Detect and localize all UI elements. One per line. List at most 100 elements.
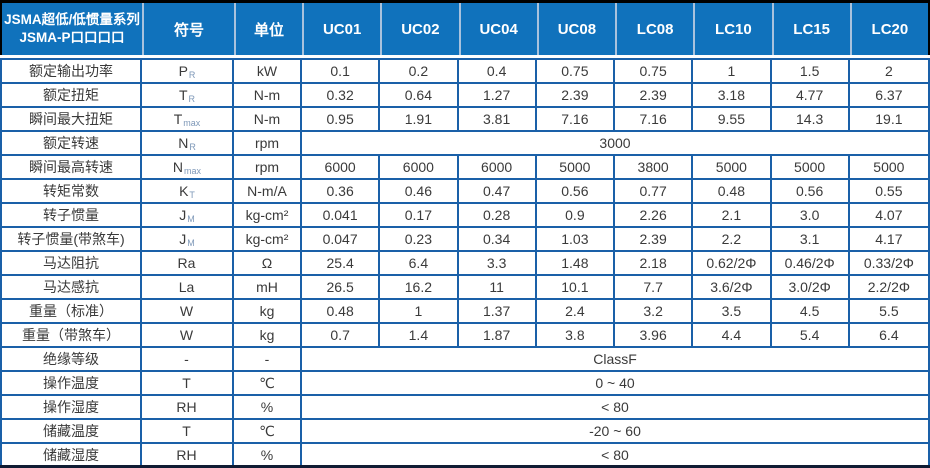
cell-value: 1 [380, 300, 459, 322]
column-header-model-uc01: UC01 [302, 3, 380, 55]
cell-value: 1.5 [772, 60, 850, 82]
row-unit: kg-cm² [234, 228, 302, 250]
cell-value: 3.8 [537, 324, 615, 346]
row-label: 储藏温度 [2, 420, 142, 442]
table-row: 重量（带煞车） W kg 0.7 1.4 1.87 3.8 3.96 4.4 5… [2, 324, 928, 348]
cell-value: 1 [693, 60, 772, 82]
row-label: 瞬间最大扭矩 [2, 108, 142, 130]
cell-value: 0.17 [380, 204, 459, 226]
cell-value: 3.5 [693, 300, 772, 322]
cell-value: 2.1 [693, 204, 772, 226]
row-symbol: - [142, 348, 234, 370]
row-label: 转子惯量 [2, 204, 142, 226]
table-row: 马达感抗 La mH 26.5 16.2 11 10.1 7.7 3.6/2Φ … [2, 276, 928, 300]
cell-value: 6.37 [875, 87, 903, 103]
cell-value-merged: 0 ~ 40 [595, 375, 635, 391]
cell-value: 6000 [380, 156, 459, 178]
row-label: 操作湿度 [2, 396, 142, 418]
cell-value: 7.16 [537, 108, 615, 130]
cell-value: 0.23 [380, 228, 459, 250]
column-header-model-uc02: UC02 [380, 3, 458, 55]
cell-value: 0.1 [302, 60, 381, 82]
column-header-model-lc10: LC10 [693, 3, 771, 55]
row-label: 储藏湿度 [2, 444, 142, 465]
cell-value: 3.81 [459, 108, 537, 130]
row-label: 操作温度 [2, 372, 142, 394]
row-unit: ℃ [234, 420, 302, 442]
row-label: 马达感抗 [2, 276, 142, 298]
cell-value: 4.07 [875, 207, 903, 223]
row-symbol: Ra [142, 252, 234, 274]
cell-value: 0.75 [537, 60, 615, 82]
cell-value: 0.62/2Φ [693, 252, 772, 274]
cell-value: 0.77 [615, 180, 694, 202]
column-header-model-lc15: LC15 [771, 3, 850, 55]
cell-value: 11 [459, 276, 537, 298]
cell-value: 5000 [693, 156, 772, 178]
cell-value: 0.64 [380, 84, 459, 106]
cell-value: 1.48 [537, 252, 615, 274]
cell-value: 2.2/2Φ [867, 279, 911, 295]
cell-value: 0.36 [302, 180, 381, 202]
row-symbol: T [142, 372, 234, 394]
row-symbol: W [142, 324, 234, 346]
cell-value: 5.5 [879, 303, 899, 319]
row-unit: kW [234, 60, 302, 82]
row-label: 绝缘等级 [2, 348, 142, 370]
row-unit: rpm [234, 156, 302, 178]
cell-value: 0.46 [380, 180, 459, 202]
cell-value: 0.28 [459, 204, 537, 226]
cell-value: 14.3 [772, 108, 850, 130]
cell-value: 2.2 [693, 228, 772, 250]
cell-value-merged: 3000 [599, 135, 631, 151]
row-label: 重量（标准） [2, 300, 142, 322]
cell-value: 1.87 [459, 324, 537, 346]
row-unit: % [234, 396, 302, 418]
cell-value: 6.4 [879, 327, 899, 343]
row-symbol: La [142, 276, 234, 298]
cell-value: 4.4 [693, 324, 772, 346]
row-unit: Ω [234, 252, 302, 274]
column-header-model-lc08: LC08 [615, 3, 693, 55]
cell-value: 16.2 [380, 276, 459, 298]
cell-value: 2.18 [615, 252, 694, 274]
table-title-line2: JSMA-P口口口口 [19, 30, 125, 45]
cell-value: 2.39 [537, 84, 615, 106]
row-unit: N-m [234, 84, 302, 106]
column-header-model-uc08: UC08 [536, 3, 615, 55]
row-label: 马达阻抗 [2, 252, 142, 274]
cell-value: 0.33/2Φ [863, 255, 914, 271]
cell-value: 1.03 [537, 228, 615, 250]
cell-value: 0.9 [537, 204, 615, 226]
cell-value: 4.17 [875, 231, 903, 247]
cell-value: 1.37 [459, 300, 537, 322]
cell-value: 26.5 [302, 276, 381, 298]
cell-value: 2.26 [615, 204, 694, 226]
cell-value-merged: < 80 [601, 446, 629, 463]
cell-value: 0.46/2Φ [772, 252, 850, 274]
cell-value: 0.48 [693, 180, 772, 202]
row-symbol: RH [142, 444, 234, 465]
cell-value: 0.48 [302, 300, 381, 322]
cell-value: 3.0/2Φ [772, 276, 850, 298]
cell-value: 1.27 [459, 84, 537, 106]
cell-value: 5000 [537, 156, 615, 178]
row-unit: kg [234, 324, 302, 346]
row-unit: rpm [234, 132, 302, 154]
table-row: 储藏温度 T ℃ -20 ~ 60 [2, 420, 928, 444]
row-label: 转子惯量(带煞车) [2, 228, 142, 250]
row-symbol: RH [142, 396, 234, 418]
cell-value: 2.39 [615, 228, 694, 250]
cell-value: 0.47 [459, 180, 537, 202]
row-unit: kg-cm² [234, 204, 302, 226]
column-header-unit: 单位 [234, 3, 302, 55]
cell-value: 5000 [772, 156, 850, 178]
